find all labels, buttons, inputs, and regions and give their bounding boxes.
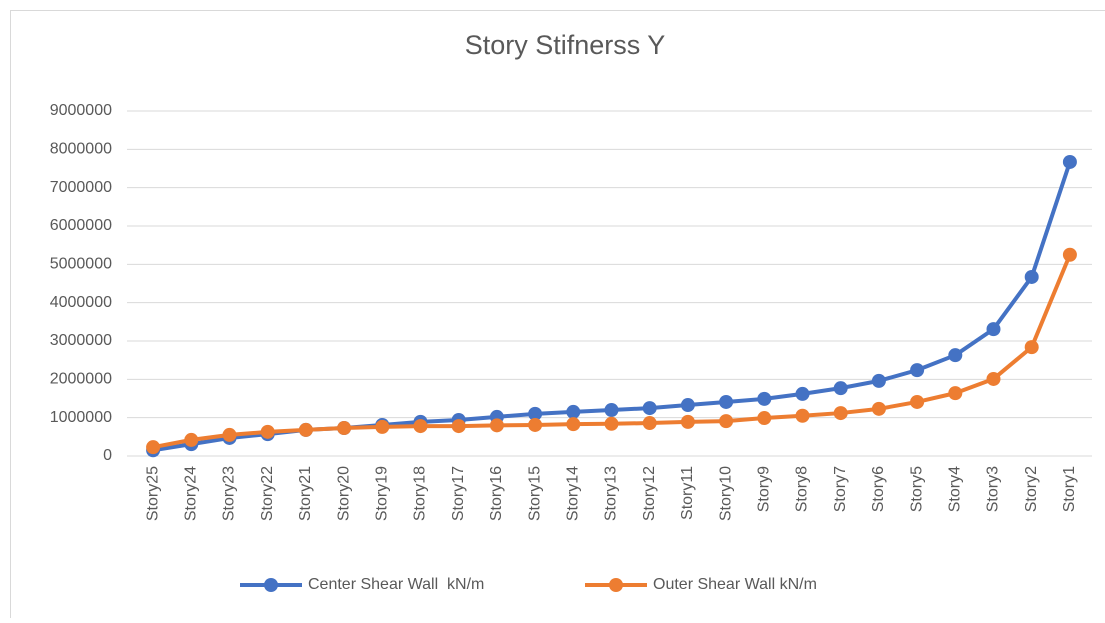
data-point bbox=[872, 402, 886, 416]
data-point bbox=[872, 374, 886, 388]
data-point bbox=[1063, 248, 1077, 262]
data-point bbox=[375, 420, 389, 434]
x-tick-label: Story2 bbox=[1023, 466, 1040, 512]
x-tick-label: Story13 bbox=[603, 466, 620, 521]
data-point bbox=[834, 381, 848, 395]
x-tick-label: Story16 bbox=[488, 466, 505, 521]
y-tick-label: 9000000 bbox=[50, 102, 112, 119]
legend-marker bbox=[609, 578, 623, 592]
x-tick-label: Story20 bbox=[335, 466, 352, 521]
x-tick-label: Story7 bbox=[832, 466, 849, 512]
y-tick-label: 4000000 bbox=[50, 294, 112, 311]
data-point bbox=[528, 418, 542, 432]
data-point bbox=[834, 406, 848, 420]
y-tick-label: 0 bbox=[103, 447, 112, 464]
data-point bbox=[146, 440, 160, 454]
x-tick-label: Story15 bbox=[526, 466, 543, 521]
data-point bbox=[184, 433, 198, 447]
data-point bbox=[719, 395, 733, 409]
data-point bbox=[452, 419, 466, 433]
data-point bbox=[948, 348, 962, 362]
x-tick-label: Story17 bbox=[450, 466, 467, 521]
data-point bbox=[987, 322, 1001, 336]
y-tick-label: 3000000 bbox=[50, 332, 112, 349]
y-tick-label: 5000000 bbox=[50, 256, 112, 273]
legend-label: Center Shear Wall kN/m bbox=[308, 576, 484, 593]
data-point bbox=[1025, 340, 1039, 354]
data-point bbox=[681, 415, 695, 429]
data-point bbox=[605, 403, 619, 417]
chart-title: Story Stifnerss Y bbox=[465, 30, 666, 60]
x-tick-label: Story18 bbox=[412, 466, 429, 521]
x-tick-label: Story10 bbox=[717, 466, 734, 521]
x-tick-label: Story24 bbox=[183, 466, 200, 521]
data-point bbox=[757, 392, 771, 406]
data-point bbox=[299, 423, 313, 437]
data-point bbox=[605, 417, 619, 431]
data-point bbox=[757, 411, 771, 425]
data-point bbox=[337, 421, 351, 435]
data-point bbox=[643, 416, 657, 430]
data-point bbox=[566, 417, 580, 431]
data-point bbox=[987, 372, 1001, 386]
data-point bbox=[566, 405, 580, 419]
data-point bbox=[796, 387, 810, 401]
x-tick-label: Story3 bbox=[985, 466, 1002, 512]
x-tick-label: Story23 bbox=[221, 466, 238, 521]
data-point bbox=[719, 414, 733, 428]
y-tick-label: 6000000 bbox=[50, 217, 112, 234]
y-tick-label: 8000000 bbox=[50, 141, 112, 158]
data-point bbox=[490, 418, 504, 432]
x-tick-label: Story12 bbox=[641, 466, 658, 521]
x-tick-label: Story8 bbox=[794, 466, 811, 512]
data-point bbox=[1025, 270, 1039, 284]
y-tick-label: 2000000 bbox=[50, 371, 112, 388]
data-point bbox=[414, 419, 428, 433]
data-point bbox=[948, 386, 962, 400]
data-point bbox=[910, 395, 924, 409]
legend-label: Outer Shear Wall kN/m bbox=[653, 576, 817, 593]
x-tick-label: Story22 bbox=[259, 466, 276, 521]
data-point bbox=[643, 401, 657, 415]
x-tick-label: Story5 bbox=[908, 466, 925, 512]
x-tick-label: Story6 bbox=[870, 466, 887, 512]
x-tick-label: Story19 bbox=[374, 466, 391, 521]
x-tick-label: Story4 bbox=[947, 466, 964, 512]
x-tick-label: Story11 bbox=[679, 466, 696, 520]
x-tick-label: Story21 bbox=[297, 466, 314, 521]
y-tick-label: 1000000 bbox=[50, 409, 112, 426]
data-point bbox=[261, 425, 275, 439]
data-point bbox=[910, 363, 924, 377]
data-point bbox=[223, 428, 237, 442]
x-tick-label: Story14 bbox=[565, 466, 582, 521]
legend-marker bbox=[264, 578, 278, 592]
y-tick-label: 7000000 bbox=[50, 179, 112, 196]
x-tick-label: Story1 bbox=[1061, 466, 1078, 512]
data-point bbox=[1063, 155, 1077, 169]
data-point bbox=[681, 398, 695, 412]
x-tick-label: Story9 bbox=[756, 466, 773, 512]
data-point bbox=[796, 409, 810, 423]
x-tick-label: Story25 bbox=[144, 466, 161, 521]
chart-border bbox=[11, 11, 1105, 619]
